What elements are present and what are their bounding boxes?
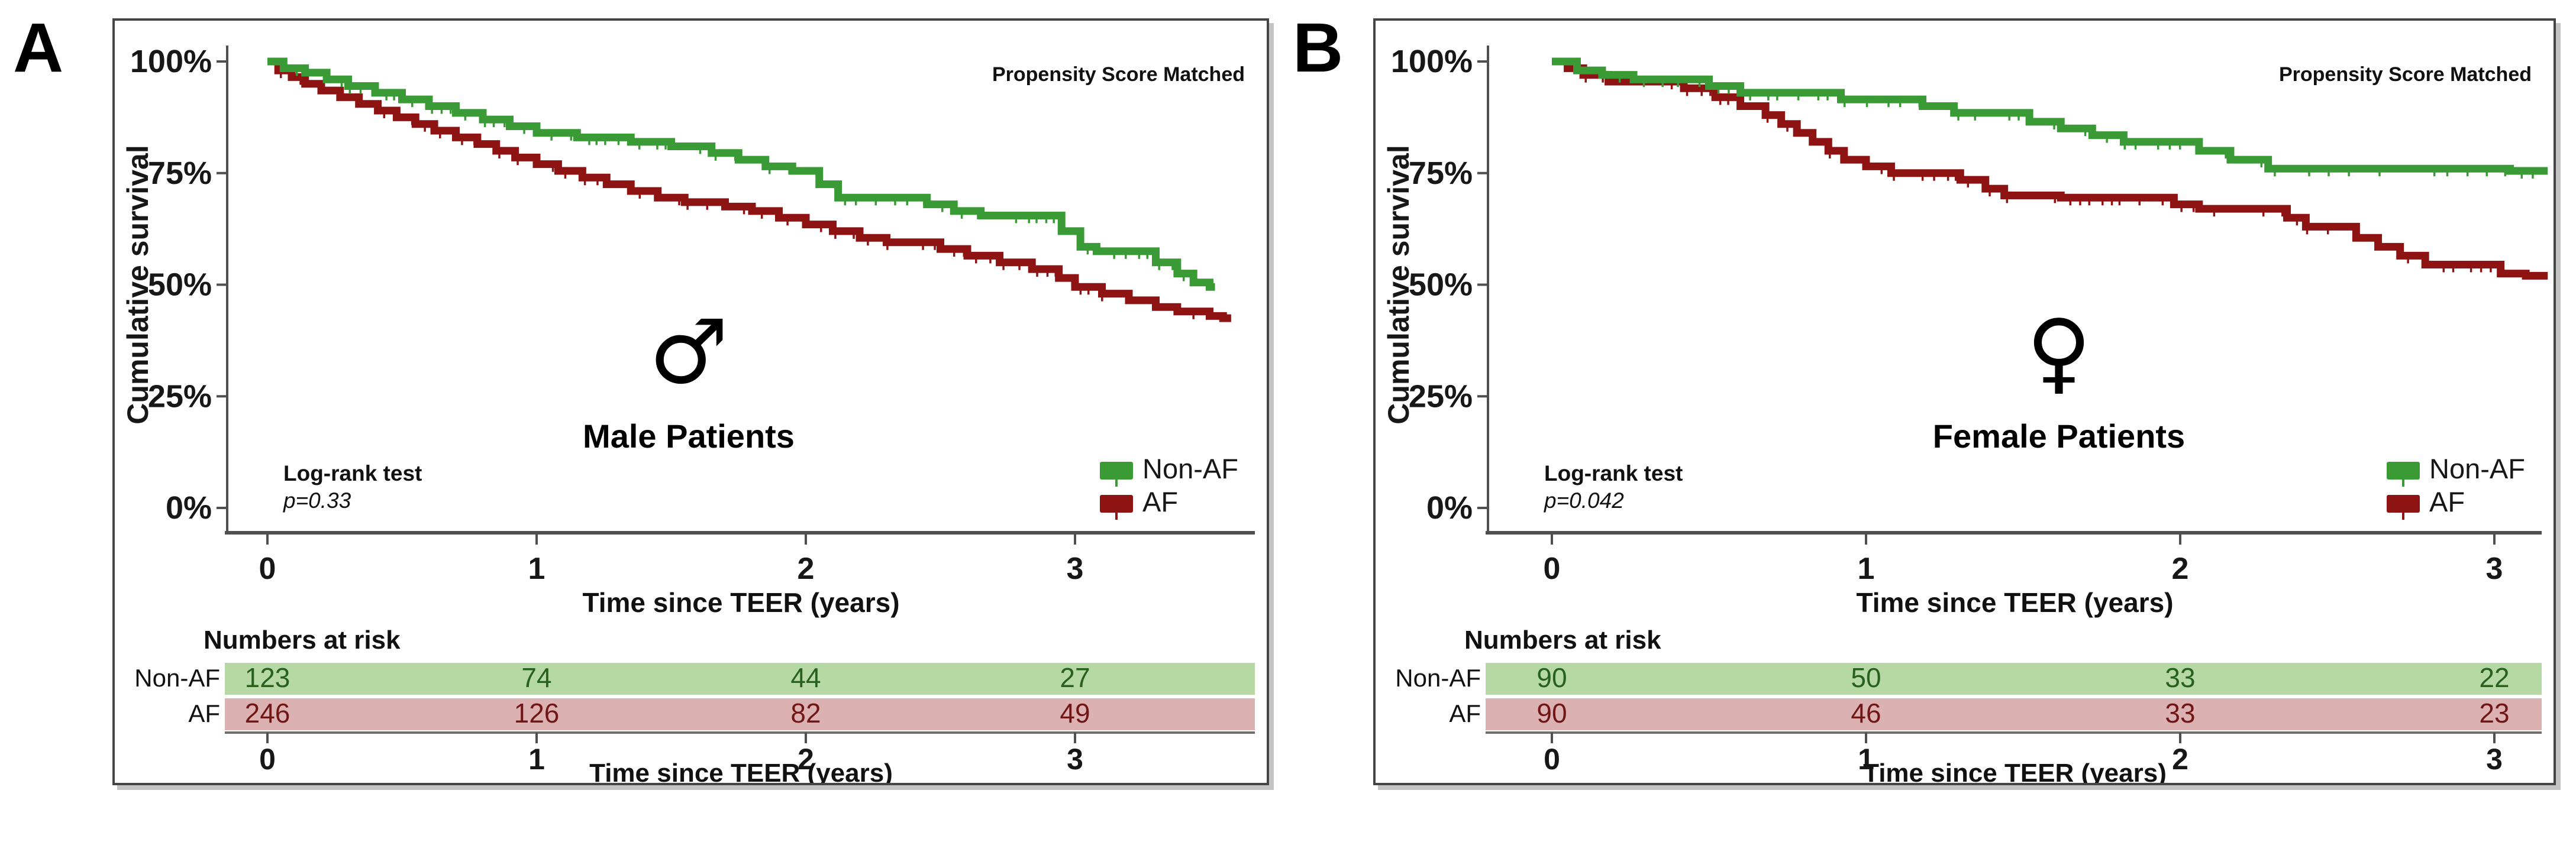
- panel-a-label: A: [13, 9, 64, 87]
- risk-count: 44: [790, 662, 821, 693]
- survival-curve-non-af: [1552, 57, 2548, 175]
- survival-curve-af: [267, 57, 1231, 322]
- logrank-test-label: Log-rank test: [283, 461, 422, 485]
- male-symbol: ♂: [649, 301, 728, 404]
- km-plot-svg: Propensity Score Matched 100% 75% 50% 25% 0% C…: [121, 44, 1255, 783]
- x-tick-label: 3: [2486, 552, 2503, 586]
- legend-label: Non-AF: [2429, 453, 2525, 484]
- risk-band-non-af: [1486, 663, 2542, 695]
- logrank-p-value: p=0.33: [283, 488, 351, 513]
- logrank-test-label: Log-rank test: [1544, 461, 1683, 485]
- risk-count: 90: [1536, 698, 1567, 728]
- risk-row-label: AF: [1449, 699, 1481, 727]
- risk-count: 126: [514, 698, 560, 728]
- risk-x-tick-label: 3: [2486, 743, 2503, 776]
- x-tick-label: 0: [1544, 552, 1561, 586]
- risk-count: 90: [1536, 662, 1567, 693]
- legend-swatch-af: [2387, 495, 2420, 513]
- legend-swatch-non-af: [2387, 462, 2420, 480]
- risk-count: 246: [245, 698, 290, 728]
- y-tick-label: 0%: [1426, 490, 1473, 526]
- logrank-p-value: p=0.042: [1544, 488, 1624, 513]
- legend-swatch-non-af: [1100, 462, 1133, 480]
- risk-x-tick-label: 3: [1067, 743, 1083, 776]
- y-tick-label: 75%: [1409, 156, 1473, 191]
- risk-x-tick-label: 1: [528, 743, 545, 776]
- risk-x-tick-label: 2: [2172, 743, 2188, 776]
- x-tick-label: 1: [1858, 552, 1875, 586]
- risk-count: 22: [2479, 662, 2509, 693]
- y-tick-label: 50%: [148, 267, 212, 303]
- risk-row-label: Non-AF: [1395, 664, 1481, 692]
- risk-x-tick-label: 0: [259, 743, 276, 776]
- risk-x-tick-label: 0: [1544, 743, 1560, 776]
- x-tick-label: 0: [259, 552, 276, 586]
- km-plot-svg: Propensity Score Matched 100% 75% 50% 25% 0% C…: [1382, 44, 2548, 783]
- x-tick-label: 1: [528, 552, 545, 586]
- x-tick-label: 3: [1067, 552, 1084, 586]
- y-tick-label: 0%: [166, 490, 212, 526]
- risk-count: 33: [2165, 662, 2195, 693]
- risk-band-non-af: [225, 663, 1255, 695]
- risk-x-tick-label: 2: [798, 743, 814, 776]
- panel-subtitle: Female Patients: [1933, 417, 2185, 455]
- numbers-at-risk-header: Numbers at risk: [204, 626, 401, 655]
- y-axis-title: Cumulative survival: [121, 145, 154, 424]
- risk-count: 23: [2479, 698, 2509, 728]
- female-symbol: ♀: [2026, 301, 2091, 404]
- risk-band-af: [225, 698, 1255, 730]
- risk-count: 33: [2165, 698, 2195, 728]
- y-tick-label: 100%: [1391, 44, 1473, 79]
- x-axis-title: Time since TEER (years): [582, 587, 899, 618]
- y-tick-label: 100%: [130, 44, 212, 79]
- survival-curve-af: [1552, 57, 2548, 280]
- x-axis-title: Time since TEER (years): [1856, 587, 2173, 618]
- risk-count: 50: [1851, 662, 1881, 693]
- legend-label: AF: [1142, 486, 1178, 517]
- panel-a-male-survival-plot: Propensity Score Matched 100% 75% 50% 25% 0% C…: [112, 18, 1269, 785]
- legend-label: AF: [2429, 486, 2465, 517]
- risk-count: 123: [245, 662, 290, 693]
- panel-b-female-survival-plot: Propensity Score Matched 100% 75% 50% 25% 0% C…: [1373, 18, 2556, 785]
- x-tick-label: 2: [798, 552, 815, 586]
- risk-row-label: AF: [188, 699, 220, 727]
- risk-count: 27: [1060, 662, 1090, 693]
- risk-row-label: Non-AF: [134, 664, 220, 692]
- numbers-at-risk-header: Numbers at risk: [1464, 626, 1661, 655]
- propensity-score-matched-note: Propensity Score Matched: [992, 63, 1245, 86]
- risk-x-tick-label: 1: [1858, 743, 1874, 776]
- risk-count: 74: [521, 662, 551, 693]
- propensity-score-matched-note: Propensity Score Matched: [2279, 63, 2532, 86]
- y-axis-title: Cumulative survival: [1382, 145, 1415, 424]
- y-tick-label: 25%: [148, 378, 212, 414]
- panel-subtitle: Male Patients: [583, 417, 795, 455]
- risk-x-axis-title: Time since TEER (years): [589, 759, 893, 783]
- risk-count: 49: [1060, 698, 1090, 728]
- y-tick-label: 25%: [1409, 378, 1473, 414]
- panel-b-label: B: [1293, 9, 1344, 87]
- risk-x-axis-title: Time since TEER (years): [1863, 759, 2167, 783]
- y-tick-label: 50%: [1409, 267, 1473, 303]
- legend-swatch-af: [1100, 495, 1133, 513]
- risk-count: 82: [790, 698, 821, 728]
- legend-label: Non-AF: [1142, 453, 1238, 484]
- risk-count: 46: [1851, 698, 1881, 728]
- risk-band-af: [1486, 698, 2542, 730]
- x-tick-label: 2: [2172, 552, 2189, 586]
- y-tick-label: 75%: [148, 156, 212, 191]
- survival-curve-non-af: [267, 57, 1215, 291]
